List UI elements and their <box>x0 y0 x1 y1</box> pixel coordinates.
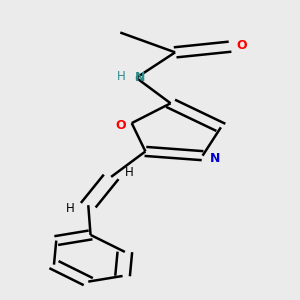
Text: O: O <box>115 119 126 132</box>
Text: H: H <box>66 202 74 215</box>
Text: N: N <box>210 152 220 165</box>
Text: N: N <box>135 71 145 84</box>
Text: H: H <box>125 166 134 179</box>
Text: H: H <box>117 70 126 83</box>
Text: O: O <box>237 39 247 52</box>
